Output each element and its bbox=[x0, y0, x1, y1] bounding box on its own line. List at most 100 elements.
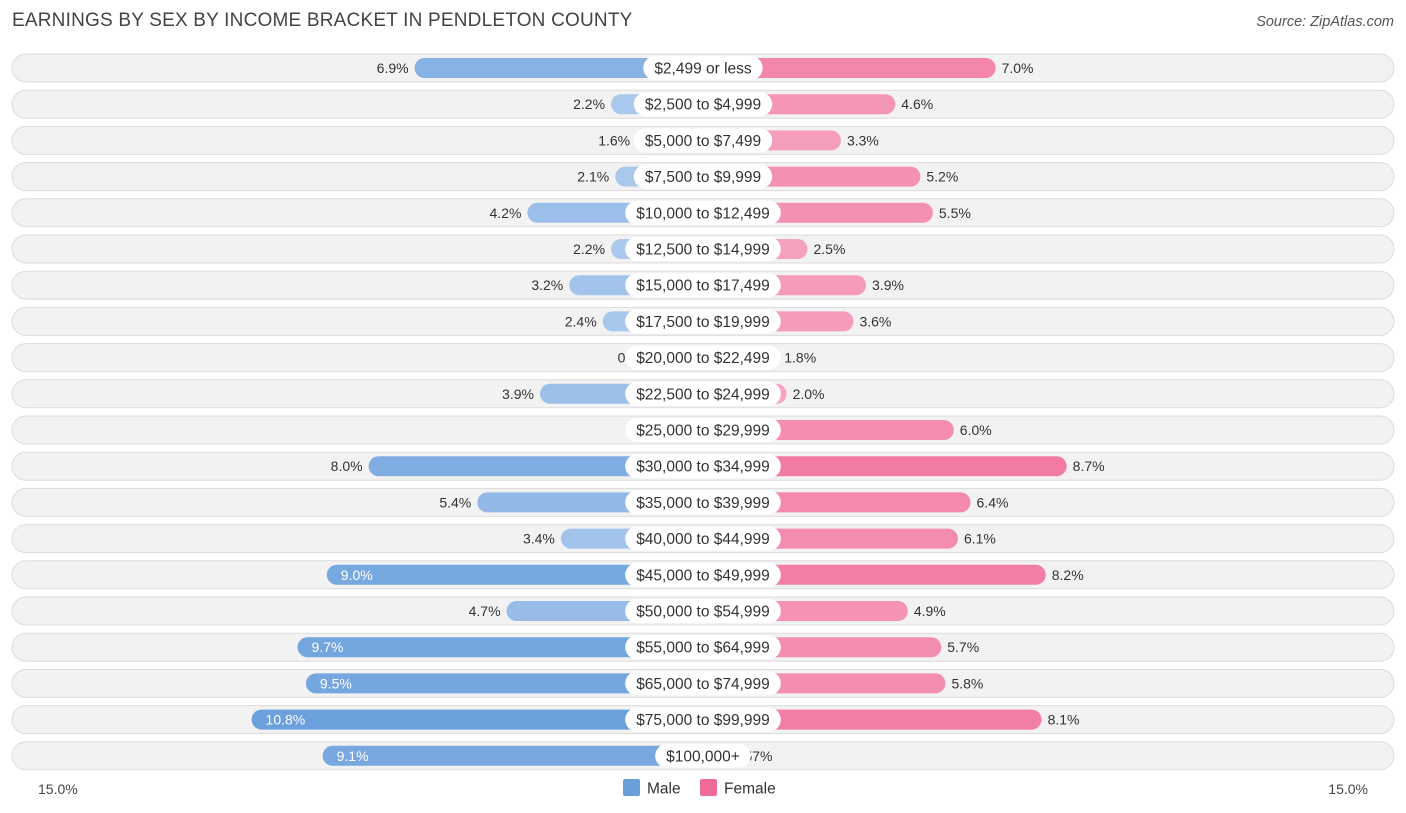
category-label: $65,000 to $74,999 bbox=[636, 676, 770, 693]
category-label: $20,000 to $22,499 bbox=[636, 350, 770, 367]
male-value-label: 9.0% bbox=[341, 567, 373, 583]
chart-row: 9.5% 5.8% $65,000 to $74,999 bbox=[11, 668, 1395, 698]
male-bar[interactable] bbox=[368, 456, 703, 477]
female-value-label: 3.9% bbox=[872, 277, 904, 293]
category-label: $12,500 to $14,999 bbox=[636, 242, 770, 259]
legend-swatch-male bbox=[623, 779, 640, 796]
category-pill bbox=[625, 200, 781, 225]
chart-row: 3.4% 6.1% $40,000 to $44,999 bbox=[11, 524, 1395, 554]
male-bar[interactable] bbox=[297, 637, 703, 658]
category-pill bbox=[625, 381, 781, 406]
male-value-label: 4.2% bbox=[490, 205, 522, 221]
male-value-label: 2.2% bbox=[573, 241, 605, 257]
axis-left-label: 15.0% bbox=[38, 781, 78, 797]
male-value-label: 2.4% bbox=[565, 313, 597, 329]
male-value-label: 1.6% bbox=[598, 132, 630, 148]
female-value-label: 5.2% bbox=[926, 169, 958, 185]
category-label: $2,500 to $4,999 bbox=[645, 97, 761, 114]
chart-row: 1.6% 3.3% $5,000 to $7,499 bbox=[11, 125, 1395, 155]
category-pill bbox=[625, 526, 781, 551]
female-value-label: 8.2% bbox=[1052, 567, 1084, 583]
category-label: $22,500 to $24,999 bbox=[636, 386, 770, 403]
chart-row: 0.7%6.0%$25,000 to $29,999 bbox=[11, 415, 1395, 445]
female-value-label: 6.0% bbox=[960, 422, 992, 438]
category-label: $100,000+ bbox=[666, 748, 740, 765]
legend-label: Female bbox=[724, 781, 776, 798]
female-value-label: 7.0% bbox=[1002, 60, 1034, 76]
category-pill bbox=[625, 418, 781, 442]
category-pill bbox=[643, 56, 763, 80]
category-label: $2,499 or less bbox=[654, 61, 752, 78]
chart-row: 2.2% 2.5% $12,500 to $14,999 bbox=[11, 234, 1395, 264]
category-label: $50,000 to $54,999 bbox=[636, 604, 770, 621]
female-value-label: 8.7% bbox=[1073, 458, 1105, 474]
axis-right-label: 15.0% bbox=[1328, 781, 1368, 797]
chart-row: 2.2% 4.6% $2,500 to $4,999 bbox=[11, 89, 1395, 119]
male-value-label: 5.4% bbox=[439, 494, 471, 510]
female-bar[interactable] bbox=[703, 709, 1042, 730]
chart-row: 2.4% 3.6% $17,500 to $19,999 bbox=[11, 306, 1395, 336]
female-bar[interactable] bbox=[703, 456, 1067, 477]
category-pill bbox=[625, 707, 781, 732]
chart-row: 9.1% 0.57%$100,000+ bbox=[11, 741, 1395, 771]
category-pill bbox=[633, 92, 773, 117]
category-label: $75,000 to $99,999 bbox=[636, 712, 770, 729]
male-bar[interactable] bbox=[305, 673, 703, 694]
category-label: $7,500 to $9,999 bbox=[645, 169, 761, 186]
female-value-label: 4.6% bbox=[901, 96, 933, 112]
chart-row: 2.1% 5.2% $7,500 to $9,999 bbox=[11, 162, 1395, 192]
chart-source: Source: ZipAtlas.com bbox=[1256, 14, 1394, 30]
chart-row: 5.4% 6.4% $35,000 to $39,999 bbox=[11, 487, 1395, 517]
chart-row: 6.9% 7.0% $2,499 or less bbox=[11, 53, 1395, 83]
category-pill bbox=[625, 454, 781, 479]
chart-row: 4.7% 4.9% $50,000 to $54,999 bbox=[11, 596, 1395, 626]
legend-label: Male bbox=[647, 781, 681, 798]
male-bar[interactable] bbox=[251, 709, 703, 730]
female-bar[interactable] bbox=[703, 58, 996, 78]
category-pill bbox=[625, 490, 781, 515]
female-value-label: 1.8% bbox=[784, 350, 816, 366]
chart-row: 0.95%1.8%$20,000 to $22,499 bbox=[11, 343, 1395, 373]
male-bar[interactable] bbox=[326, 564, 703, 585]
category-label: $40,000 to $44,999 bbox=[636, 531, 770, 548]
male-value-label: 2.1% bbox=[577, 169, 609, 185]
female-value-label: 2.5% bbox=[814, 241, 846, 257]
male-value-label: 4.7% bbox=[469, 603, 501, 619]
category-pill bbox=[625, 599, 781, 623]
category-pill bbox=[625, 273, 781, 298]
category-pill bbox=[633, 128, 773, 153]
male-value-label: 9.7% bbox=[312, 639, 344, 655]
chart-row: 3.9% 2.0% $22,500 to $24,999 bbox=[11, 379, 1395, 409]
male-value-label: 2.2% bbox=[573, 96, 605, 112]
male-value-label: 3.9% bbox=[502, 386, 534, 402]
chart-rows: 6.9% 7.0% $2,499 or less 2.2% 4.6% $2,500 to … bbox=[11, 53, 1395, 771]
category-label: $17,500 to $19,999 bbox=[636, 314, 770, 331]
female-value-label: 5.7% bbox=[947, 639, 979, 655]
category-label: $15,000 to $17,499 bbox=[636, 278, 770, 295]
category-label: $5,000 to $7,499 bbox=[645, 133, 761, 150]
category-pill bbox=[655, 743, 751, 768]
female-value-label: 3.6% bbox=[859, 313, 891, 329]
male-bar[interactable] bbox=[414, 58, 703, 78]
category-pill bbox=[625, 671, 781, 696]
legend-item-female[interactable]: Female bbox=[700, 779, 776, 798]
chart-row: 3.2% 3.9% $15,000 to $17,499 bbox=[11, 270, 1395, 300]
female-value-label: 6.1% bbox=[964, 531, 996, 547]
male-value-label: 6.9% bbox=[377, 60, 409, 76]
category-pill bbox=[625, 345, 781, 370]
legend-item-male[interactable]: Male bbox=[623, 779, 681, 798]
category-label: $45,000 to $49,999 bbox=[636, 567, 770, 584]
category-pill bbox=[625, 237, 781, 261]
female-bar[interactable] bbox=[703, 564, 1046, 585]
male-bar[interactable] bbox=[322, 745, 703, 766]
female-value-label: 8.1% bbox=[1048, 712, 1080, 728]
category-pill bbox=[625, 309, 781, 334]
chart-row: 4.2% 5.5% $10,000 to $12,499 bbox=[11, 198, 1395, 228]
male-value-label: 10.8% bbox=[266, 712, 306, 728]
chart-row: 9.7% 5.7% $55,000 to $64,999 bbox=[11, 632, 1395, 662]
category-pill bbox=[625, 635, 781, 660]
female-value-label: 2.0% bbox=[793, 386, 825, 402]
category-label: $10,000 to $12,499 bbox=[636, 205, 770, 222]
female-value-label: 3.3% bbox=[847, 132, 879, 148]
